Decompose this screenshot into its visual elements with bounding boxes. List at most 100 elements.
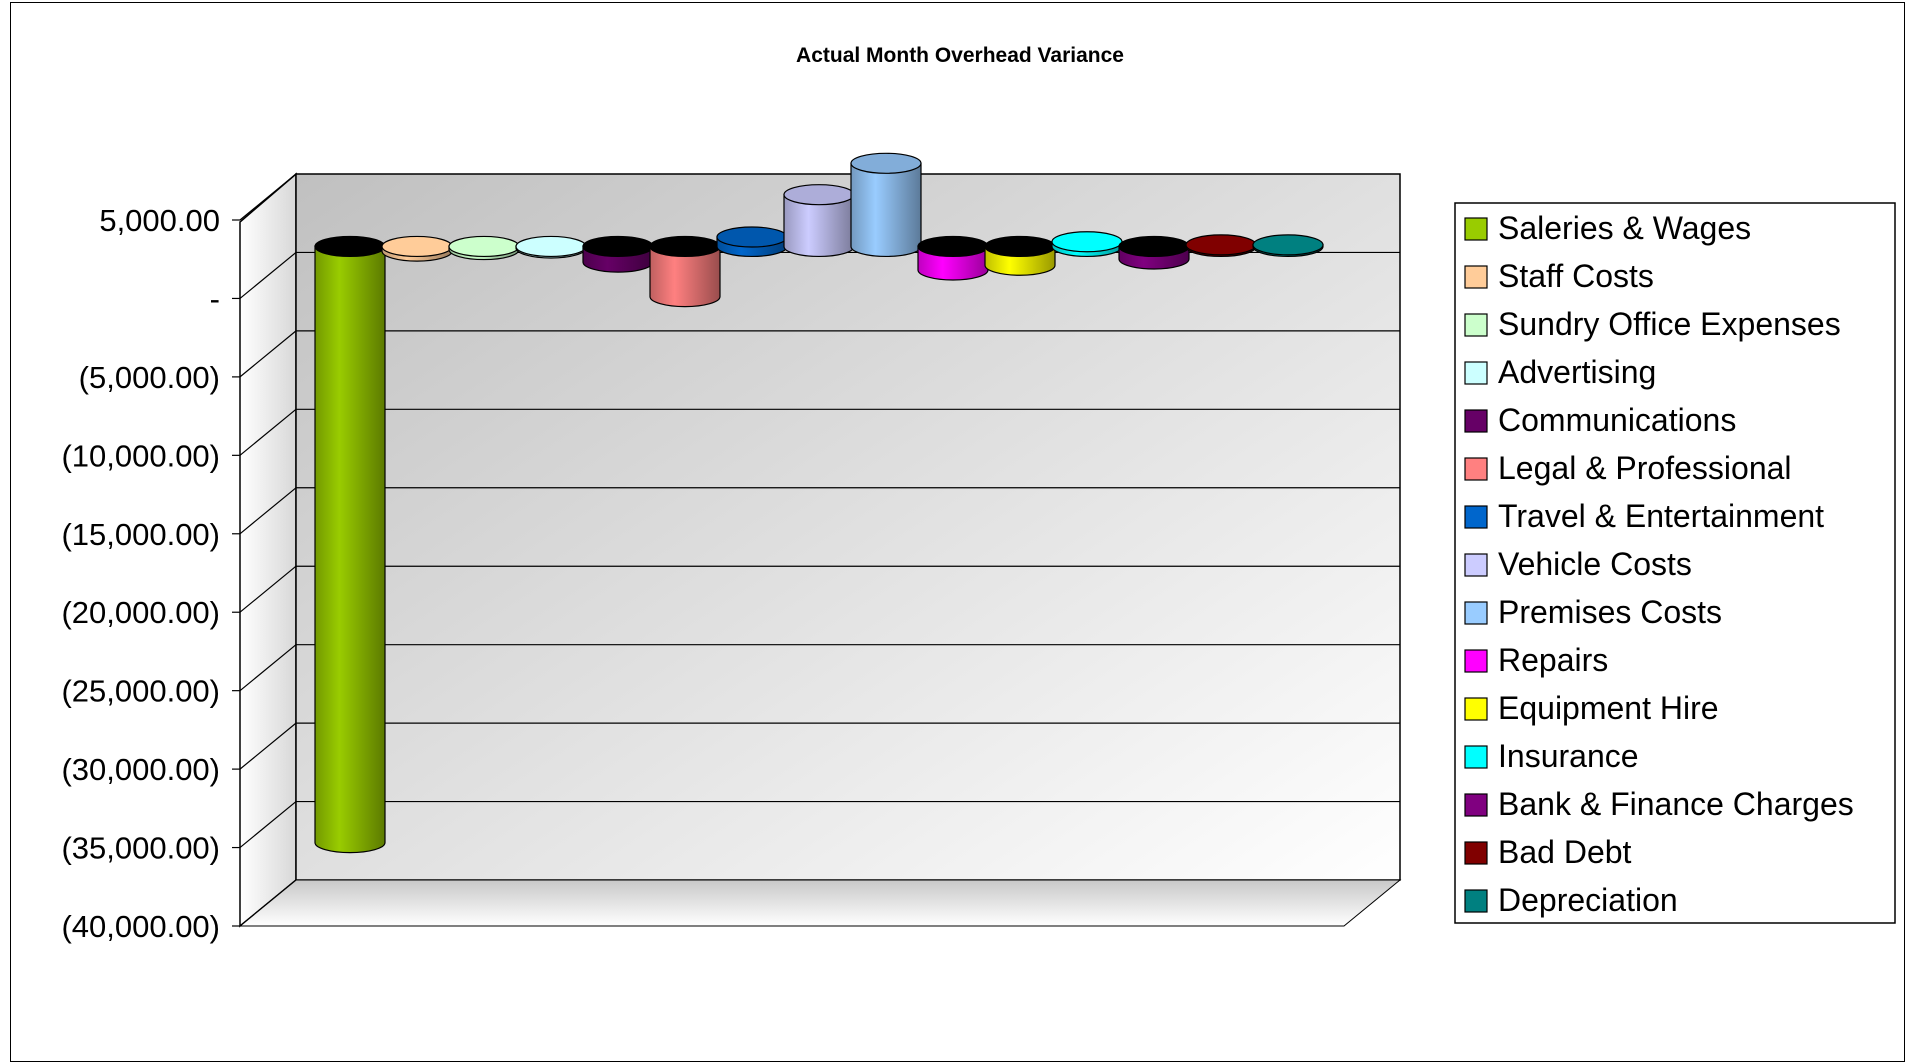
legend-label: Depreciation: [1498, 882, 1678, 918]
y-tick-label: (30,000.00): [61, 752, 220, 787]
bar-bank-finance-charges: [1118, 235, 1190, 270]
floor: [238, 879, 1402, 927]
bar-premises-costs: [850, 152, 922, 258]
y-tick-label: (35,000.00): [61, 831, 220, 866]
legend-swatch: [1464, 841, 1488, 865]
bar-communications: [582, 235, 654, 273]
legend-swatch: [1464, 553, 1488, 577]
legend-item: Legal & Professional: [1464, 450, 1792, 486]
bar-staff-costs: [381, 235, 453, 262]
gridline-side: [239, 251, 297, 299]
legend-label: Saleries & Wages: [1498, 210, 1751, 246]
legend: Saleries & Wages Staff Costs Sundry Office…: [1454, 202, 1896, 924]
gridline-side: [239, 173, 297, 221]
y-tick-label: (25,000.00): [61, 674, 220, 709]
legend-box: [1454, 202, 1896, 924]
bar-cap: [850, 152, 922, 174]
legend-item: Bank & Finance Charges: [1464, 786, 1854, 822]
bar-saleries-wages: [314, 235, 386, 854]
legend-item: Depreciation: [1464, 882, 1678, 918]
gridline-side: [239, 644, 297, 692]
gridline-side: [239, 565, 297, 613]
gridline-side: [239, 330, 297, 378]
side-wall: [239, 172, 297, 928]
legend-item: Premises Costs: [1464, 594, 1722, 630]
legend-label: Repairs: [1498, 642, 1608, 678]
legend-swatch: [1464, 889, 1488, 913]
bar-body: [649, 245, 721, 308]
legend-item: Repairs: [1464, 642, 1608, 678]
y-tick-label: (15,000.00): [61, 517, 220, 552]
legend-label: Staff Costs: [1498, 258, 1654, 294]
legend-swatch: [1464, 313, 1488, 337]
bar-cap: [381, 235, 453, 258]
gridline-side: [239, 487, 297, 535]
legend-item: Bad Debt: [1464, 834, 1632, 870]
legend-swatch: [1464, 265, 1488, 289]
bar-cap: [1185, 234, 1257, 256]
legend-label: Advertising: [1498, 354, 1656, 390]
legend-label: Equipment Hire: [1498, 690, 1719, 726]
legend-label: Communications: [1498, 402, 1736, 438]
y-tick-label: -: [210, 281, 220, 316]
bar-cap: [649, 235, 721, 258]
bar-cap: [917, 235, 989, 258]
legend-label: Legal & Professional: [1498, 450, 1792, 486]
gridline-side: [239, 801, 297, 849]
legend-item: Advertising: [1464, 354, 1656, 390]
y-tick-label: 5,000.00: [99, 203, 220, 238]
bar-repairs: [917, 235, 989, 281]
legend-swatch: [1464, 457, 1488, 481]
legend-item: Sundry Office Expenses: [1464, 306, 1841, 342]
gridline-side: [239, 879, 297, 927]
legend-label: Vehicle Costs: [1498, 546, 1692, 582]
bar-cap: [448, 235, 520, 258]
bar-bad-debt: [1185, 234, 1257, 258]
legend-swatch: [1464, 745, 1488, 769]
bar-legal-professional: [649, 235, 721, 308]
bar-body: [850, 162, 922, 258]
bar-cap: [984, 235, 1056, 258]
legend-label: Travel & Entertainment: [1498, 498, 1824, 534]
legend-swatch: [1464, 505, 1488, 529]
legend-swatch: [1464, 793, 1488, 817]
bar-body: [314, 245, 386, 854]
bar-cap: [1051, 231, 1123, 253]
y-axis: 5,000.00 - (5,000.00) (10,000.00) (15,000.00…: [61, 203, 240, 944]
legend-item: Saleries & Wages: [1464, 210, 1751, 246]
legend-item: Equipment Hire: [1464, 690, 1719, 726]
bar-cap: [783, 184, 855, 206]
bar-equipment-hire: [984, 235, 1056, 276]
gridline-side: [239, 722, 297, 770]
overhead-variance-chart: Actual Month Overhead Variance 5,000.00 -…: [61, 44, 1896, 944]
back-wall: [295, 173, 1401, 881]
bar-cap: [582, 235, 654, 258]
bar-cap: [1252, 234, 1324, 256]
legend-label: Premises Costs: [1498, 594, 1722, 630]
y-tick-label: (10,000.00): [61, 438, 220, 473]
legend-item: Staff Costs: [1464, 258, 1654, 294]
legend-swatch: [1464, 217, 1488, 241]
legend-label: Sundry Office Expenses: [1498, 306, 1841, 342]
bar-vehicle-costs: [783, 184, 855, 258]
bar-cap: [314, 235, 386, 258]
y-tick-label: (40,000.00): [61, 909, 220, 944]
legend-item: Vehicle Costs: [1464, 546, 1692, 582]
chart-title: Actual Month Overhead Variance: [796, 44, 1124, 67]
legend-item: Insurance: [1464, 738, 1639, 774]
legend-swatch: [1464, 649, 1488, 673]
bar-advertising: [515, 235, 587, 259]
legend-label: Bad Debt: [1498, 834, 1632, 870]
legend-swatch: [1464, 697, 1488, 721]
bars: [314, 152, 1324, 854]
y-tick-label: (20,000.00): [61, 595, 220, 630]
legend-label: Insurance: [1498, 738, 1639, 774]
legend-item: Communications: [1464, 402, 1736, 438]
legend-swatch: [1464, 409, 1488, 433]
legend-swatch: [1464, 361, 1488, 385]
bar-insurance: [1051, 231, 1123, 258]
legend-label: Bank & Finance Charges: [1498, 786, 1854, 822]
bar-depreciation: [1252, 234, 1324, 258]
bar-cap: [515, 235, 587, 258]
gridline-side: [239, 408, 297, 456]
